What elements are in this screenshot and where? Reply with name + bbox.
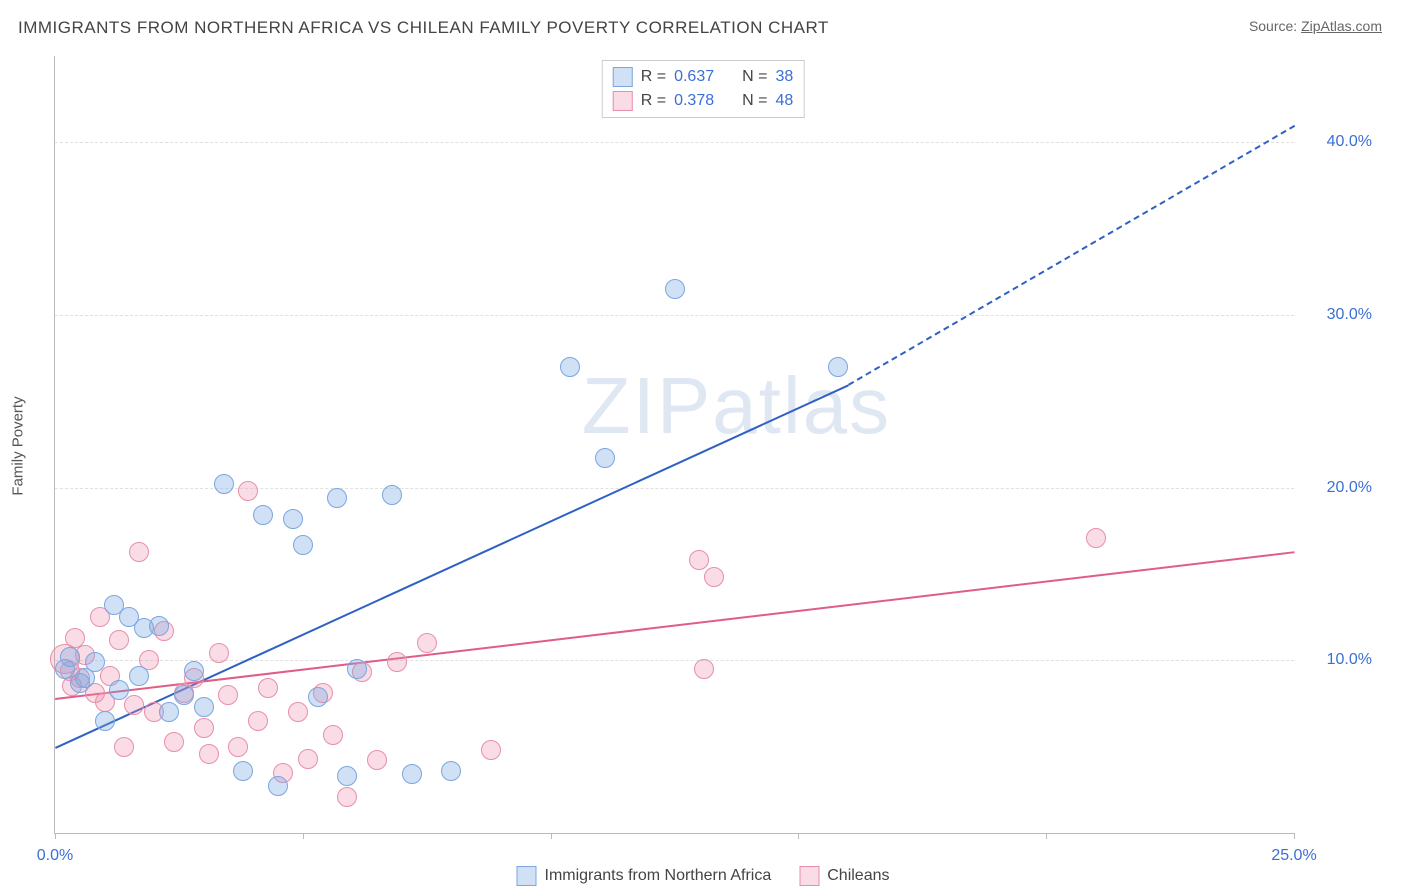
data-point [233, 761, 253, 781]
data-point [258, 678, 278, 698]
data-point [481, 740, 501, 760]
data-point [288, 702, 308, 722]
r-value: 0.378 [674, 92, 714, 110]
source-label: Source: [1249, 18, 1297, 34]
data-point [214, 474, 234, 494]
data-point [199, 744, 219, 764]
source-attribution: Source: ZipAtlas.com [1249, 18, 1382, 34]
scatter-plot: ZIPatlas 10.0%20.0%30.0%40.0%0.0%25.0% [54, 56, 1294, 834]
n-label: N = [742, 92, 767, 110]
data-point [253, 505, 273, 525]
data-point [293, 535, 313, 555]
data-point [95, 711, 115, 731]
legend-correlation: R = 0.637 N = 38 R = 0.378 N = 48 [602, 60, 805, 118]
n-value: 48 [775, 92, 793, 110]
source-name: ZipAtlas.com [1301, 18, 1382, 34]
x-tick-label: 25.0% [1271, 847, 1316, 865]
n-label: N = [742, 68, 767, 86]
data-point [1086, 528, 1106, 548]
n-value: 38 [775, 68, 793, 86]
legend-row-pink: R = 0.378 N = 48 [613, 89, 794, 113]
swatch-pink-icon [613, 91, 633, 111]
swatch-pink-icon [799, 866, 819, 886]
data-point [248, 711, 268, 731]
trend-line [55, 552, 1294, 701]
swatch-blue-icon [613, 67, 633, 87]
legend-item-pink: Chileans [799, 866, 889, 886]
data-point [164, 732, 184, 752]
data-point [337, 787, 357, 807]
y-tick-label: 20.0% [1312, 479, 1372, 497]
data-point [194, 697, 214, 717]
legend-series: Immigrants from Northern Africa Chileans [517, 866, 890, 886]
data-point [159, 702, 179, 722]
data-point [238, 481, 258, 501]
data-point [560, 357, 580, 377]
data-point [268, 776, 288, 796]
x-tick [55, 833, 56, 839]
data-point [308, 687, 328, 707]
gridline [55, 142, 1294, 143]
data-point [124, 695, 144, 715]
legend-row-blue: R = 0.637 N = 38 [613, 65, 794, 89]
data-point [382, 485, 402, 505]
data-point [694, 659, 714, 679]
y-tick-label: 40.0% [1312, 133, 1372, 151]
gridline [55, 315, 1294, 316]
data-point [441, 761, 461, 781]
x-tick [1046, 833, 1047, 839]
x-tick [551, 833, 552, 839]
legend-label: Chileans [827, 867, 889, 885]
legend-label: Immigrants from Northern Africa [545, 867, 772, 885]
legend-item-blue: Immigrants from Northern Africa [517, 866, 772, 886]
swatch-blue-icon [517, 866, 537, 886]
data-point [218, 685, 238, 705]
chart-title: IMMIGRANTS FROM NORTHERN AFRICA VS CHILE… [18, 18, 829, 38]
data-point [828, 357, 848, 377]
data-point [367, 750, 387, 770]
y-tick-label: 30.0% [1312, 306, 1372, 324]
data-point [323, 725, 343, 745]
data-point [114, 737, 134, 757]
data-point [298, 749, 318, 769]
x-tick [1294, 833, 1295, 839]
data-point [129, 666, 149, 686]
data-point [174, 685, 194, 705]
r-label: R = [641, 68, 666, 86]
x-tick [798, 833, 799, 839]
data-point [109, 680, 129, 700]
data-point [184, 661, 204, 681]
data-point [60, 647, 80, 667]
data-point [337, 766, 357, 786]
data-point [347, 659, 367, 679]
y-axis-label: Family Poverty [10, 396, 27, 495]
data-point [417, 633, 437, 653]
trend-line-dashed [848, 125, 1295, 386]
data-point [327, 488, 347, 508]
data-point [109, 630, 129, 650]
data-point [194, 718, 214, 738]
data-point [665, 279, 685, 299]
data-point [595, 448, 615, 468]
data-point [402, 764, 422, 784]
data-point [387, 652, 407, 672]
data-point [689, 550, 709, 570]
x-tick-label: 0.0% [37, 847, 73, 865]
data-point [149, 616, 169, 636]
x-tick [303, 833, 304, 839]
data-point [283, 509, 303, 529]
y-tick-label: 10.0% [1312, 651, 1372, 669]
data-point [85, 652, 105, 672]
r-label: R = [641, 92, 666, 110]
r-value: 0.637 [674, 68, 714, 86]
data-point [228, 737, 248, 757]
data-point [209, 643, 229, 663]
data-point [129, 542, 149, 562]
data-point [704, 567, 724, 587]
